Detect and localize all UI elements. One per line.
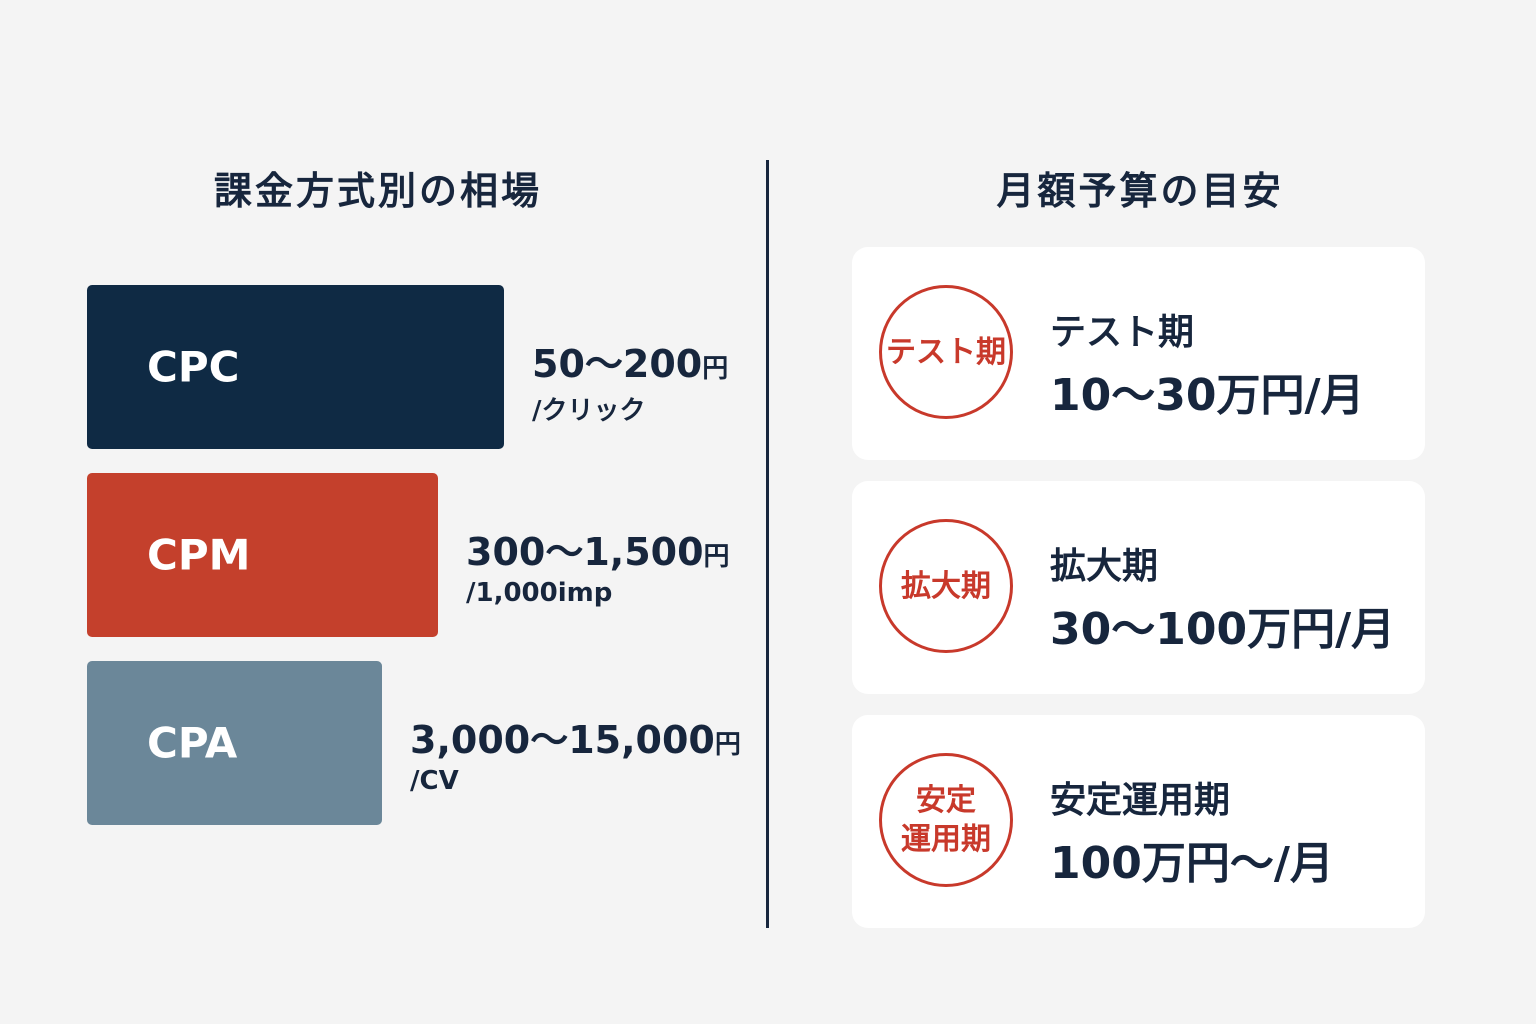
price-amount: 300～1,500	[466, 530, 704, 574]
price-per: /1,000imp	[466, 578, 613, 608]
pricing-value: 300～1,500円/1,000imp	[466, 521, 730, 608]
pricing-label: CPM	[147, 530, 251, 580]
left-title: 課金方式別の相場	[213, 169, 542, 213]
pricing-label: CPC	[147, 342, 240, 392]
pricing-bar: CPM	[87, 473, 438, 637]
pricing-value: 50～200円/クリック	[532, 333, 728, 427]
stage-budget: 100万円～/月	[1050, 838, 1334, 889]
budget-card: 安定 運用期 安定運用期 100万円～/月	[852, 715, 1425, 928]
stage-title: 拡大期	[1050, 546, 1159, 587]
price-amount: 3,000～15,000	[410, 718, 715, 762]
stage-title: 安定運用期	[1050, 780, 1231, 821]
stage-budget: 10～30万円/月	[1050, 370, 1365, 421]
price-per: /CV	[410, 766, 459, 796]
price: 3,000～15,000円	[410, 709, 741, 764]
pricing-label: CPA	[147, 718, 238, 768]
price-unit: 円	[714, 730, 741, 760]
price-unit: 円	[702, 354, 729, 384]
badge-text: 運用期	[901, 822, 991, 857]
budget-card: テスト期 テスト期 10～30万円/月	[852, 247, 1425, 460]
budget-card: 拡大期 拡大期 30～100万円/月	[852, 481, 1425, 694]
price: 50～200円	[532, 333, 728, 388]
pricing-value: 3,000～15,000円/CV	[410, 709, 741, 796]
price-unit: 円	[703, 542, 730, 572]
pricing-bar: CPA	[87, 661, 382, 825]
divider	[766, 160, 769, 928]
stage-badge: 拡大期	[879, 519, 1013, 653]
stage-badge: テスト期	[879, 285, 1013, 419]
badge-text: テスト期	[886, 334, 1006, 370]
right-title: 月額予算の目安	[996, 169, 1284, 213]
badge-text: 拡大期	[901, 568, 991, 604]
stage-budget: 30～100万円/月	[1050, 604, 1396, 655]
price-per: /クリック	[532, 396, 646, 426]
price: 300～1,500円	[466, 521, 730, 576]
stage-badge: 安定 運用期	[879, 753, 1013, 887]
price-amount: 50～200	[532, 342, 703, 386]
badge-text: 安定	[916, 783, 976, 818]
pricing-bar: CPC	[87, 285, 504, 449]
stage-title: テスト期	[1050, 312, 1195, 353]
